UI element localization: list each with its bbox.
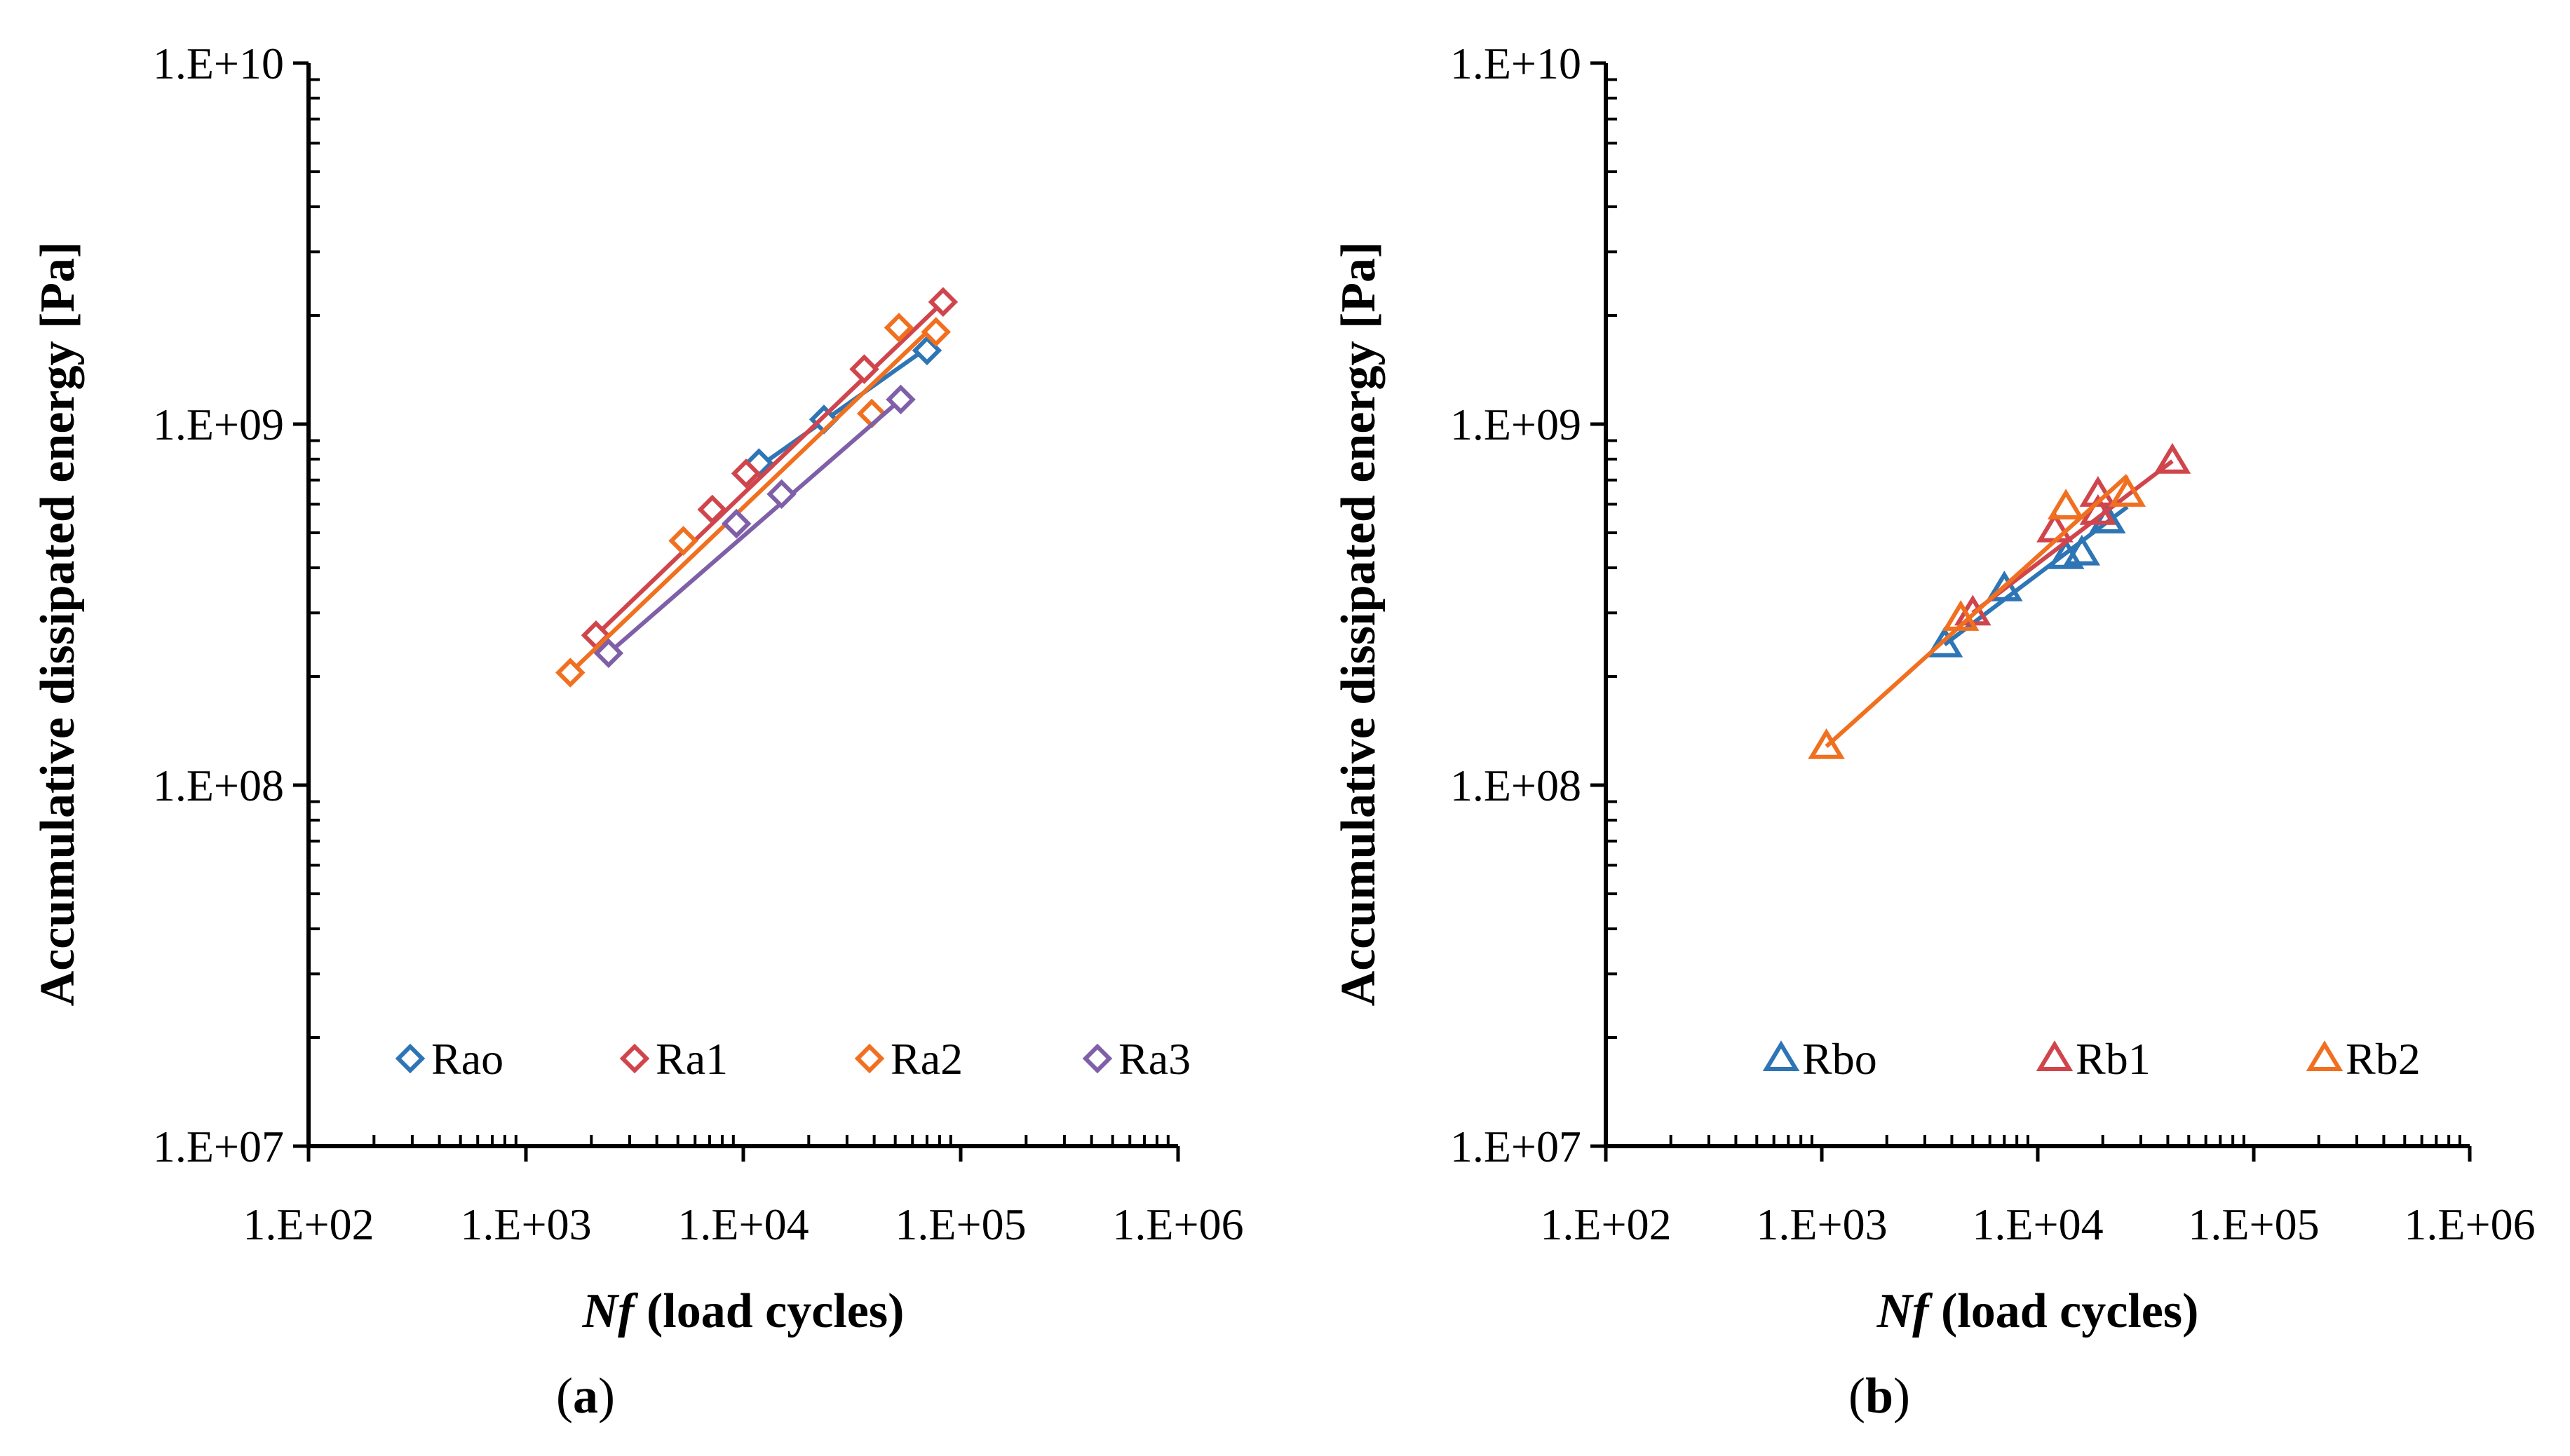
y-tick-label: 1.E+10 (1450, 39, 1581, 88)
trend-line-ra1 (594, 300, 945, 637)
x-tick-labels-a: 1.E+02 1.E+03 1.E+04 1.E+05 1.E+06 (243, 1199, 1243, 1249)
trend-line-ra3 (607, 397, 902, 655)
legend-marker-rb2 (2306, 1040, 2344, 1071)
y-tick-label: 1.E+07 (1450, 1122, 1581, 1171)
legend-marker-rb1 (2036, 1040, 2074, 1071)
x-tick-label: 1.E+04 (677, 1199, 809, 1249)
x-tick-label: 1.E+06 (1112, 1199, 1243, 1249)
x-tick-label: 1.E+03 (460, 1199, 591, 1249)
data-point (2047, 489, 2085, 520)
data-point (1926, 626, 1963, 658)
data-point (2153, 442, 2191, 474)
data-point (1808, 728, 1845, 759)
data-point (849, 354, 879, 384)
data-point (1942, 600, 1980, 631)
y-tick-label: 1.E+09 (153, 400, 284, 449)
y-tick-labels-b: 1.E+07 1.E+08 1.E+09 1.E+10 (1450, 39, 1581, 1171)
x-tick-label: 1.E+05 (895, 1199, 1026, 1249)
legend-label-ra2: Ra2 (891, 1034, 963, 1084)
panel-label-b: (b) (1848, 1368, 1910, 1424)
x-tick-label: 1.E+02 (1540, 1199, 1671, 1249)
chart-panel-a: Accumulative dissipated energy [Pa] 1.E+… (31, 39, 1244, 1424)
data-point (2109, 475, 2146, 507)
legend-marker-ra2 (854, 1043, 885, 1074)
y-tick-label: 1.E+08 (1450, 761, 1581, 810)
trend-line-ra2 (569, 322, 938, 674)
data-point (721, 508, 752, 539)
data-point (886, 384, 916, 415)
data-point (912, 335, 942, 366)
y-tick-labels-a: 1.E+07 1.E+08 1.E+09 1.E+10 (153, 39, 284, 1171)
series-rbo (1926, 502, 2129, 658)
legend-label-ra3: Ra3 (1118, 1034, 1191, 1084)
legend-label-rao: Rao (431, 1034, 503, 1084)
series-ra3 (593, 384, 916, 669)
y-axis-title-b: Accumulative dissipated energy [Pa] (1332, 242, 1386, 1007)
x-tick-label: 1.E+03 (1756, 1199, 1887, 1249)
y-tick-label: 1.E+10 (153, 39, 284, 88)
data-point (2088, 502, 2126, 533)
data-point (884, 313, 914, 343)
series-rao (744, 335, 942, 478)
legend-marker-rbo (1762, 1040, 1800, 1071)
legend-marker-ra3 (1082, 1043, 1113, 1074)
y-axis-title-a: Accumulative dissipated energy [Pa] (31, 242, 85, 1007)
panel-label-a: (a) (556, 1368, 615, 1424)
data-point (1985, 570, 2023, 601)
y-tick-label: 1.E+08 (153, 761, 284, 810)
y-tick-label: 1.E+07 (153, 1122, 284, 1171)
data-point (593, 638, 624, 669)
data-point (668, 526, 698, 556)
x-tick-label: 1.E+05 (2188, 1199, 2319, 1249)
data-point (2063, 534, 2101, 566)
data-point (555, 658, 586, 688)
chart-panel-b: Accumulative dissipated energy [Pa] 1.E+… (1332, 39, 2536, 1424)
legend-label-rb2: Rb2 (2346, 1034, 2421, 1084)
trend-line-rao (751, 337, 941, 473)
x-tick-label: 1.E+04 (1972, 1199, 2103, 1249)
y-tick-label: 1.E+09 (1450, 400, 1581, 449)
legend-label-ra1: Ra1 (656, 1034, 728, 1084)
x-axis-title-a: Nf (load cycles) (582, 1284, 905, 1338)
data-point (921, 317, 952, 347)
legend-label-rbo: Rbo (1802, 1034, 1877, 1084)
data-point (766, 479, 797, 510)
series-rb2 (1808, 474, 2146, 759)
data-point (856, 398, 887, 429)
series-ra1 (581, 287, 959, 651)
legend-label-rb1: Rb1 (2076, 1034, 2151, 1084)
x-tick-label: 1.E+06 (2404, 1199, 2535, 1249)
legend-marker-rao (395, 1043, 426, 1074)
series-ra2 (555, 313, 952, 688)
data-point (697, 494, 728, 525)
data-point (731, 458, 762, 489)
x-tick-labels-b: 1.E+02 1.E+03 1.E+04 1.E+05 1.E+06 (1540, 1199, 2535, 1249)
x-tick-label: 1.E+02 (243, 1199, 374, 1249)
legend-marker-ra1 (619, 1043, 650, 1074)
data-point (928, 287, 959, 317)
x-axis-title-b: Nf (load cycles) (1876, 1284, 2199, 1338)
trend-line-rb2 (1825, 474, 2129, 749)
